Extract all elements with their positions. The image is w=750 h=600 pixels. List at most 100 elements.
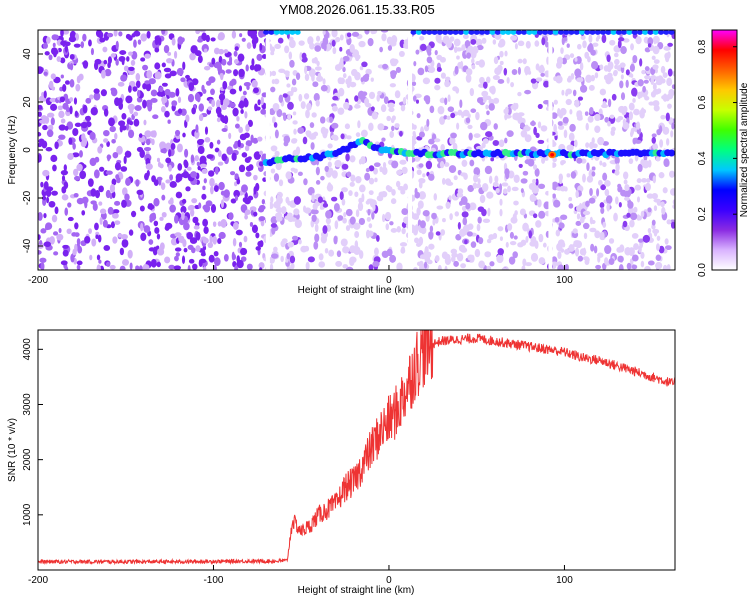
spectrogram-noise-blob — [213, 257, 221, 267]
spectrogram-noise-blob — [415, 49, 420, 55]
spectrogram-noise-blob — [118, 97, 123, 106]
spectrogram-noise-blob — [175, 173, 183, 182]
spectrogram-noise-blob — [143, 225, 151, 233]
spectrogram-noise-blob — [42, 169, 50, 177]
spectrogram-noise-blob — [221, 128, 228, 133]
spectrogram-noise-blob — [127, 129, 135, 139]
spectrogram-noise-blob — [88, 39, 92, 47]
spectrogram-noise-blob — [465, 68, 473, 76]
spectrogram-noise-blob — [655, 156, 661, 162]
spectrogram-noise-blob — [253, 186, 257, 195]
spectrogram-noise-blob — [376, 235, 380, 242]
spectrogram-noise-blob — [324, 165, 330, 172]
spectrogram-noise-blob — [97, 146, 103, 154]
spectrogram-noise-blob — [62, 102, 69, 110]
spectrogram-noise-blob — [605, 195, 613, 204]
spectrogram-noise-blob — [319, 116, 326, 124]
spectrogram-noise-blob — [213, 251, 219, 257]
spectrogram-noise-blob — [530, 252, 539, 262]
spectrogram-noise-blob — [670, 188, 675, 196]
spectrogram-noise-blob — [114, 162, 122, 171]
spectrogram-noise-blob — [448, 195, 452, 201]
spectrogram-noise-blob — [449, 36, 455, 42]
spectrogram-edge-blob — [657, 30, 664, 35]
spectrogram-noise-blob — [249, 222, 254, 227]
spectrogram-noise-blob — [560, 248, 565, 253]
spectrogram-noise-blob — [217, 161, 224, 166]
spectrogram-noise-blob — [177, 36, 184, 45]
spectrogram-noise-blob — [169, 174, 174, 181]
spectrogram-noise-blob — [207, 106, 213, 111]
spectrogram-noise-blob — [618, 201, 622, 208]
spectrogram-edge-blob — [542, 30, 549, 35]
spectrogram-noise-blob — [102, 46, 108, 53]
spectrogram-noise-blob — [63, 164, 67, 172]
spectrogram-noise-blob — [133, 111, 139, 117]
spectrogram-noise-blob — [89, 94, 94, 100]
spectrogram-noise-blob — [442, 218, 446, 223]
spectrogram-noise-blob — [62, 244, 69, 249]
spectrogram-edge-blob — [294, 30, 301, 35]
spectrogram-noise-blob — [436, 205, 444, 210]
spectrogram-noise-blob — [187, 93, 195, 103]
spectrogram-noise-blob — [214, 61, 221, 69]
spectrogram-noise-blob — [370, 77, 374, 82]
spectrogram-noise-blob — [662, 264, 668, 270]
spectrogram-noise-blob — [152, 130, 157, 138]
spectrogram-noise-blob — [234, 46, 239, 51]
spectrogram-noise-blob — [347, 75, 352, 85]
spectrogram-noise-blob — [81, 196, 89, 204]
spectrogram-noise-blob — [537, 121, 542, 129]
spectrogram-edge-blob — [536, 30, 543, 35]
spectrogram-noise-blob — [630, 212, 638, 221]
spectrogram-noise-blob — [342, 264, 349, 269]
spectrogram-noise-blob — [370, 30, 375, 35]
spectrogram-noise-blob — [226, 61, 233, 66]
spectrogram-noise-blob — [566, 43, 570, 48]
spectrogram-noise-blob — [340, 238, 348, 247]
spectrogram-noise-blob — [342, 66, 346, 73]
spectrogram-noise-blob — [651, 133, 657, 138]
spectrogram-noise-blob — [339, 191, 344, 201]
spectrogram-noise-blob — [538, 257, 546, 265]
spectrogram-noise-blob — [428, 243, 435, 250]
spectrogram-edge-blob — [515, 30, 522, 35]
spectrogram-noise-blob — [188, 204, 195, 211]
spectrogram-edge-blob — [568, 30, 575, 35]
spectrogram-noise-blob — [372, 202, 376, 212]
spectrogram-noise-blob — [572, 228, 578, 234]
spectrogram-noise-blob — [146, 30, 151, 39]
spectrogram-noise-blob — [346, 171, 352, 178]
spectrogram-noise-blob — [98, 185, 104, 193]
spectrogram-noise-blob — [287, 101, 294, 110]
spectrogram-noise-blob — [648, 101, 655, 106]
spectrogram-noise-blob — [588, 197, 596, 204]
spectrogram-noise-blob — [652, 175, 657, 184]
spectrogram-noise-blob — [579, 84, 588, 93]
spectrogram-noise-blob — [478, 237, 484, 245]
spectrogram-noise-blob — [314, 66, 322, 71]
spectrogram-noise-blob — [542, 242, 547, 248]
spectrogram-noise-blob — [611, 93, 617, 101]
spectrogram-peak-core — [550, 153, 555, 157]
spectrogram-noise-blob — [479, 76, 485, 84]
spectrogram-noise-blob — [387, 186, 393, 193]
spectrogram-noise-blob — [497, 248, 504, 256]
spectrogram-noise-blob — [524, 262, 532, 267]
spectrogram-noise-blob — [586, 175, 594, 183]
spectrogram-noise-blob — [344, 123, 351, 130]
spectrogram-noise-blob — [211, 99, 216, 108]
spectrogram-noise-blob — [630, 73, 634, 78]
spectrogram-noise-blob — [122, 187, 128, 196]
spectrogram-edge-blob — [552, 30, 559, 35]
spectrogram-noise-blob — [60, 170, 69, 176]
spectrogram-noise-blob — [156, 248, 165, 256]
spectrogram-noise-blob — [217, 112, 222, 118]
spectrogram-noise-blob — [354, 95, 359, 102]
spectrogram-noise-blob — [574, 57, 578, 62]
spectrogram-noise-blob — [257, 136, 263, 142]
spectrogram-noise-blob — [178, 234, 182, 242]
spectrogram-noise-blob — [631, 232, 639, 239]
colorbar-tick-label: 0.6 — [697, 95, 708, 109]
spectrogram-noise-blob — [534, 40, 540, 47]
